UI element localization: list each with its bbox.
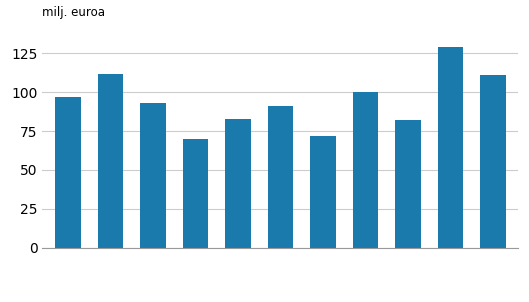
Text: milj. euroa: milj. euroa bbox=[42, 6, 105, 19]
Bar bbox=[183, 139, 208, 248]
Bar bbox=[395, 120, 421, 248]
Bar bbox=[310, 136, 335, 248]
Bar bbox=[225, 119, 251, 248]
Bar bbox=[437, 47, 463, 248]
Bar bbox=[268, 106, 293, 248]
Bar bbox=[353, 92, 378, 248]
Bar bbox=[97, 74, 123, 248]
Bar bbox=[55, 97, 80, 248]
Bar bbox=[140, 103, 166, 248]
Bar bbox=[480, 75, 506, 248]
